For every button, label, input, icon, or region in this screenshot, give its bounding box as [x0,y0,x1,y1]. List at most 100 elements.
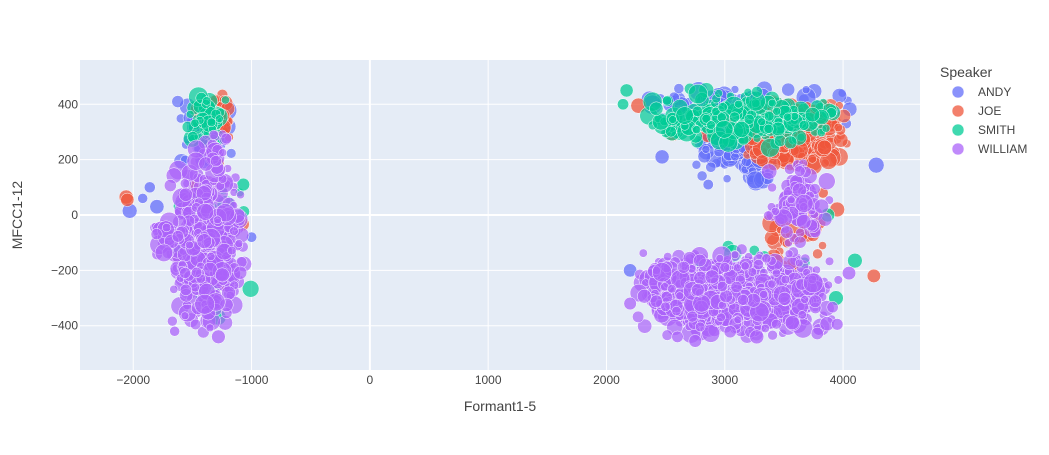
data-point [730,250,740,260]
data-point [691,283,705,297]
data-point [732,263,742,273]
data-point [234,239,244,248]
data-point [663,252,673,262]
data-point [236,190,245,200]
y-tick-label: 200 [58,153,78,167]
data-point [194,294,215,315]
data-point [692,294,711,313]
legend-title: Speaker [940,64,992,80]
legend-item-william[interactable]: WILLIAM [951,142,1027,156]
data-point [693,253,707,268]
data-point [696,170,708,182]
data-point [687,83,708,105]
data-point [755,154,769,168]
data-point [208,129,219,140]
data-point [714,89,723,98]
data-point [150,228,163,241]
data-point [120,192,135,207]
data-point [660,301,671,312]
data-point [211,329,226,344]
data-point [763,110,775,122]
data-point [866,268,881,283]
data-point [717,102,728,113]
data-point [195,185,212,202]
data-point [813,198,829,214]
data-point [740,261,750,271]
data-point [649,294,663,308]
data-point [704,269,720,285]
data-point [752,134,762,143]
data-point [617,98,629,111]
data-point [715,254,725,263]
data-point [784,249,794,259]
data-point [202,96,212,106]
data-point [171,230,185,243]
data-point [767,330,778,341]
data-point [796,214,812,230]
data-point [233,265,248,280]
legend-item-smith[interactable]: SMITH [951,123,1015,137]
legend-label: ANDY [978,85,1011,99]
data-point [757,117,766,127]
data-point [665,125,677,138]
data-point [752,259,764,271]
data-point [772,106,782,116]
data-point [722,174,732,184]
legend-label: WILLIAM [978,142,1027,156]
data-point [677,260,690,274]
data-point [716,312,726,323]
data-point [227,245,237,256]
data-point [810,326,824,340]
data-point [763,123,774,134]
data-point [668,115,677,124]
data-point [802,272,824,294]
legend-items: ANDY JOE SMITH WILLIAM [951,85,1027,156]
data-point [649,101,664,116]
data-point [808,294,822,308]
data-point [761,253,772,264]
data-point [831,318,844,331]
data-point [842,266,857,281]
data-point [662,95,672,106]
data-point [818,241,827,250]
data-point [638,248,648,258]
data-point [637,318,653,334]
data-point [801,85,811,95]
data-point [723,325,737,339]
data-point [743,88,753,97]
data-point [688,334,702,348]
data-point [191,266,203,279]
data-point [715,120,734,139]
data-point [826,301,839,314]
data-point [780,225,794,239]
data-point [751,86,763,98]
data-point [824,280,833,290]
data-point [816,139,833,156]
data-point [185,109,195,119]
data-point [763,210,774,221]
data-point [162,222,172,233]
data-point [206,252,216,261]
data-point [144,181,156,194]
data-point [771,318,782,330]
data-point [701,324,720,343]
legend-item-joe[interactable]: JOE [951,104,1001,118]
data-point [804,106,821,123]
data-point [797,310,807,320]
data-point [179,283,192,296]
data-point [652,262,673,283]
data-point [179,178,190,189]
data-point [218,148,228,157]
legend-item-andy[interactable]: ANDY [951,85,1011,99]
data-point [794,165,806,177]
x-tick-label: 3000 [711,373,738,387]
data-point [221,95,230,105]
legend-marker [951,142,965,156]
data-point [654,149,670,165]
data-point [833,122,843,133]
legend-marker [951,104,965,118]
data-point [702,179,714,191]
data-point [632,310,645,323]
x-tick-label: 0 [367,373,374,387]
